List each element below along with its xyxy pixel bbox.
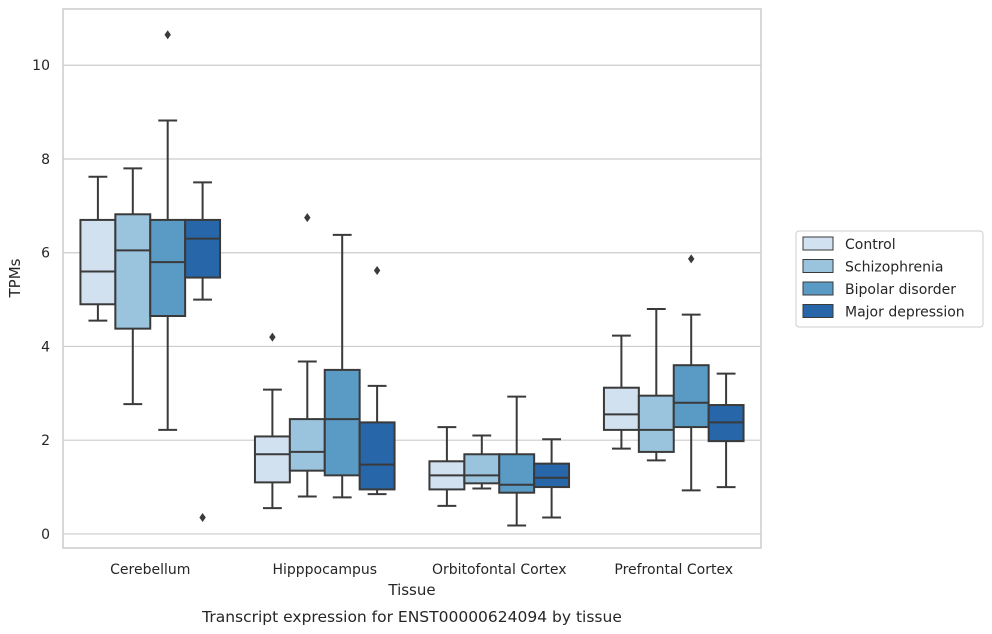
box-bipolar-disorder-prefrontal-cortex (672, 254, 710, 492)
x-tick-label: Cerebellum (110, 562, 190, 578)
legend: Control Schizophrenia Bipolar disorder Majo… (795, 230, 984, 328)
iqr-box (288, 418, 326, 472)
chart-caption: Transcript expression for ENST0000062409… (201, 608, 622, 626)
plot-frame (62, 8, 762, 549)
box-schizophrenia-cerebellum (114, 167, 152, 406)
legend-swatch (802, 281, 834, 296)
iqr-box (672, 364, 710, 429)
iqr-box (253, 435, 291, 484)
iqr-box (149, 218, 187, 317)
y-tick-label: 6 (41, 246, 50, 262)
iqr-box (114, 213, 152, 330)
box-major-depression-hipppocampus (358, 266, 396, 496)
outlier-point (688, 254, 695, 264)
box-bipolar-disorder-orbitofontal-cortex (498, 395, 536, 527)
legend-frame (795, 230, 984, 328)
iqr-box (323, 368, 361, 477)
y-tick-label: 10 (32, 58, 50, 74)
y-tick-label: 4 (41, 339, 50, 355)
y-tick-label: 2 (41, 433, 50, 449)
iqr-box (602, 386, 640, 431)
iqr-box (79, 218, 117, 306)
y-tick-label: 0 (41, 527, 50, 543)
box-major-depression-cerebellum (184, 181, 222, 523)
x-tick-label: Prefrontal Cortex (614, 562, 733, 578)
legend-swatch (802, 236, 834, 251)
y-axis-label: TPMs (6, 258, 24, 298)
iqr-box (184, 218, 222, 279)
box-control-prefrontal-cortex (602, 334, 640, 450)
box-control-orbitofontal-cortex (428, 426, 466, 507)
legend-label: Bipolar disorder (845, 282, 956, 298)
y-tick-labels: 0 2 4 6 8 10 (32, 58, 50, 543)
legend-label: Control (845, 237, 896, 253)
outlier-point (373, 266, 381, 276)
box-bipolar-disorder-cerebellum (149, 30, 187, 431)
outlier-point (164, 30, 171, 40)
box-major-depression-orbitofontal-cortex (533, 438, 571, 519)
outlier-point (304, 213, 311, 223)
box-major-depression-prefrontal-cortex (707, 372, 745, 489)
iqr-box (533, 462, 571, 489)
iqr-box (637, 394, 675, 453)
legend-label: Major depression (845, 305, 965, 321)
iqr-box (463, 453, 501, 485)
x-tick-label: Hipppocampus (272, 562, 377, 578)
legend-swatch (802, 259, 834, 273)
box-control-hipppocampus (253, 332, 291, 510)
x-tick-label: Orbitofontal Cortex (432, 562, 567, 578)
y-tick-label: 8 (41, 152, 50, 168)
iqr-box (358, 421, 396, 491)
x-axis-label: Tissue (387, 581, 435, 599)
box-groups (79, 30, 745, 527)
iqr-box (498, 453, 536, 494)
box-bipolar-disorder-hipppocampus (323, 233, 361, 499)
box-schizophrenia-prefrontal-cortex (637, 307, 675, 462)
x-tick-labels: Cerebellum Hipppocampus Orbitofontal Corte… (110, 562, 733, 578)
legend-swatch (802, 304, 834, 318)
outlier-point (269, 332, 276, 342)
legend-label: Schizophrenia (845, 260, 943, 276)
outlier-point (199, 513, 206, 523)
box-schizophrenia-orbitofontal-cortex (463, 434, 501, 490)
